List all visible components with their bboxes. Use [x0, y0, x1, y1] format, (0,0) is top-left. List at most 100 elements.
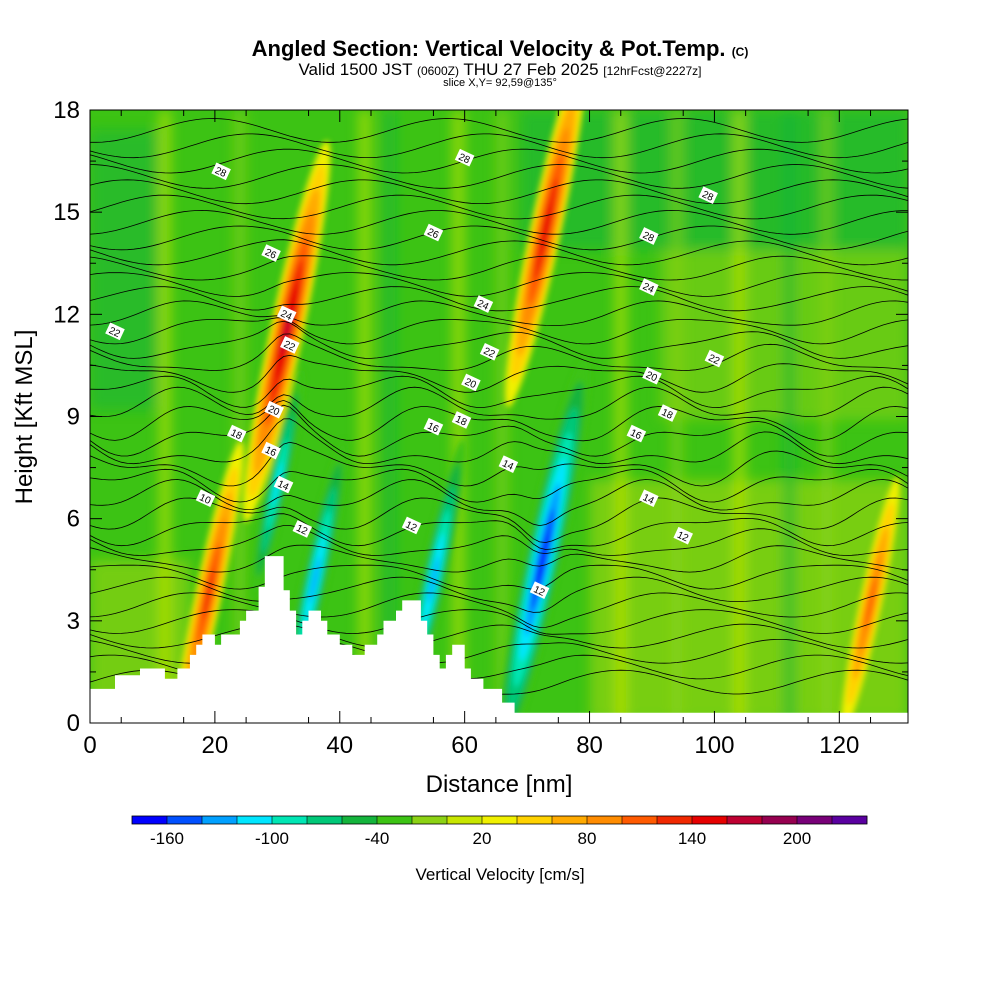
valid-prefix: Valid 1500 JST: [298, 60, 413, 79]
contour-label: 12: [294, 523, 309, 538]
contour-label: 28: [457, 152, 472, 167]
colorbar-swatch: [202, 816, 238, 824]
contour-label: 16: [425, 421, 440, 436]
contour-label-bg: [473, 295, 494, 313]
y-tick-label: 15: [53, 199, 80, 226]
contour-label: 22: [282, 339, 297, 354]
contour-label: 22: [482, 346, 497, 361]
isentrope-line: [90, 209, 908, 235]
contour-label-bg: [698, 186, 718, 204]
isentrope-line: [90, 194, 908, 220]
contour-label: 18: [454, 414, 469, 429]
isentrope-line: [90, 576, 908, 613]
isentrope-line: [90, 592, 908, 628]
colorbar-swatch: [727, 816, 763, 824]
contour-label-bg: [280, 336, 300, 354]
isentrope-line: [90, 317, 908, 345]
x-tick-label: 60: [451, 732, 478, 759]
contour-label: 14: [276, 479, 291, 494]
contour-label: 26: [263, 247, 278, 262]
terrain: [90, 556, 908, 723]
contour-label-bg: [423, 417, 444, 436]
contour-label-bg: [401, 516, 422, 535]
contour-label: 28: [213, 165, 228, 180]
isentrope-line: [90, 441, 908, 487]
isentrope-line: [90, 497, 908, 543]
isentrope-line: [90, 179, 908, 205]
colorbar-swatch: [132, 816, 168, 824]
colorbar-tick-label: -100: [255, 829, 289, 848]
isentrope-line: [90, 133, 908, 159]
colorbar-swatch: [482, 816, 518, 824]
contour-label: 12: [675, 530, 690, 545]
contour-label-bg: [226, 424, 247, 443]
isentrope-line: [90, 286, 908, 312]
chart-title: Angled Section: Vertical Velocity & Pot.…: [0, 36, 1000, 62]
contour-label: 16: [263, 445, 278, 460]
colorbar-swatch: [517, 816, 553, 824]
contour-label-bg: [704, 349, 725, 368]
contour-label-bg: [498, 455, 519, 473]
isentrope-line: [90, 468, 908, 503]
y-tick-label: 9: [67, 404, 80, 431]
downdraft-plume: [496, 356, 590, 723]
colorbar-tick-label: 20: [473, 829, 492, 848]
contour-label: 12: [404, 520, 419, 535]
contour-label: 24: [279, 308, 294, 323]
x-tick-label: 0: [83, 732, 96, 759]
contour-label: 20: [644, 370, 659, 385]
colorbar-tick-label: 200: [783, 829, 811, 848]
contour-label: 20: [266, 404, 281, 419]
colorbar-swatch: [167, 816, 203, 824]
x-tick-label: 40: [326, 732, 353, 759]
colorbar-swatch: [797, 816, 833, 824]
isentrope-line: [90, 164, 908, 189]
contour-label-bg: [626, 424, 647, 443]
colorbar-swatch: [762, 816, 798, 824]
isentrope-line: [90, 513, 908, 550]
y-tick-label: 18: [53, 97, 80, 124]
isentrope-line: [90, 479, 908, 527]
colorbar-tick-label: -160: [150, 829, 184, 848]
isentrope-line: [90, 148, 908, 174]
contour-label-bg: [461, 373, 481, 392]
contour-label: 18: [660, 407, 675, 422]
contour-label-bg: [211, 162, 231, 181]
axes: 0 20 40 60 80 100 120 0 3 6 9 12 15 18: [53, 97, 908, 759]
updraft-plume: [841, 476, 900, 723]
isentrope-line: [90, 118, 908, 143]
colorbar-frame: [131, 815, 868, 825]
x-tick-label: 120: [819, 732, 859, 759]
isentrope-line: [90, 272, 908, 297]
colorbar-label: Vertical Velocity [cm/s]: [415, 865, 584, 884]
colorbar-swatch: [307, 816, 343, 824]
valid-fcst: [12hrFcst@2227z]: [603, 64, 702, 78]
contour-label-bg: [639, 278, 659, 296]
contour-label-bg: [423, 223, 444, 242]
contour-label-bg: [454, 148, 475, 167]
colorbar-swatch: [587, 816, 623, 824]
y-tick-label: 6: [67, 506, 80, 533]
contour-labels: 28 28 28 28 26 26 24 24 24 22 22 22 22 20 20 20 18 18 18 16…: [105, 148, 725, 599]
contour-label-bg: [673, 526, 693, 545]
contour-label: 20: [463, 376, 478, 391]
colorbar-swatch: [342, 816, 378, 824]
isentrope-line: [90, 354, 908, 393]
colorbar-swatch: [692, 816, 728, 824]
valid-utc: (0600Z): [416, 64, 459, 78]
colorbar-swatch: [657, 816, 693, 824]
isentrope-line: [90, 564, 908, 590]
isentrope-line: [90, 320, 908, 359]
x-tick-label: 80: [576, 732, 603, 759]
contour-label: 28: [700, 189, 715, 204]
colorbar-swatch: [552, 816, 588, 824]
contour-label-bg: [264, 400, 284, 419]
title-main: Angled Section: Vertical Velocity & Pot.…: [251, 36, 726, 61]
contour-label: 16: [628, 428, 643, 443]
contour-label-bg: [639, 489, 659, 508]
colorbar-swatch: [412, 816, 448, 824]
plot-area: [90, 110, 908, 723]
isentrope-line: [90, 623, 908, 649]
isentrope-line: [90, 399, 908, 442]
colorbar-swatch: [447, 816, 483, 824]
